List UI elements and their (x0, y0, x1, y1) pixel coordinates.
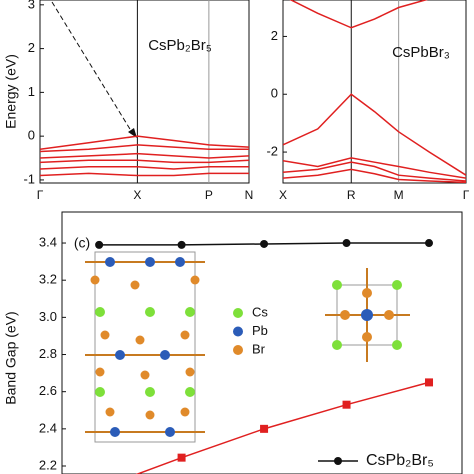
marker (342, 239, 351, 248)
marker (260, 239, 269, 248)
y-tick-label: 2.4 (39, 420, 57, 435)
y-tick-label: 2.2 (39, 457, 57, 472)
series-group (283, 0, 466, 183)
species-label: Cs (252, 304, 268, 319)
x-tick-label: M (394, 188, 404, 202)
species-dot (233, 345, 243, 355)
species-dot (233, 326, 243, 337)
y-tick-label: 0 (28, 128, 35, 143)
y-tick-label: 1 (28, 84, 35, 99)
y-tick-label: 3.2 (39, 272, 57, 287)
annotation: CsPb₂Br₅ (148, 37, 212, 54)
panel-label: (c) (74, 235, 90, 251)
series-line (40, 172, 249, 177)
y-tick-label: 2 (28, 40, 35, 55)
x-tick-label: Γ (463, 188, 470, 202)
y-tick-label: 2 (271, 28, 278, 43)
species-label: Pb (252, 323, 268, 338)
series-line (283, 157, 466, 179)
plot-frame (282, 0, 467, 184)
crystal-left (85, 251, 205, 443)
y-tick-label: -2 (266, 144, 278, 159)
series-group (95, 239, 434, 474)
marker (260, 424, 269, 433)
annotation: CsPbBr₃ (392, 44, 450, 61)
series-line (283, 93, 466, 176)
x-tick-label: Γ (37, 188, 44, 202)
y-tick-label: 3.0 (39, 309, 57, 324)
plot-frame (61, 211, 463, 474)
x-tick-label: X (279, 188, 287, 202)
marker (177, 453, 186, 462)
arrow (51, 1, 134, 135)
species-dot (233, 308, 243, 318)
series-line (40, 159, 249, 164)
crystal-right (325, 268, 410, 362)
marker (342, 400, 351, 409)
species-label: Br (252, 341, 266, 356)
y-tick-label: 3.4 (39, 234, 57, 249)
legend-marker (334, 457, 342, 465)
series-line (40, 135, 249, 151)
arrow-head (128, 128, 137, 138)
marker (95, 240, 104, 249)
series-line (283, 168, 466, 183)
x-tick-label: N (245, 188, 254, 202)
y-tick-label: 0 (271, 86, 278, 101)
y-axis-label: Band Gap (eV) (3, 311, 19, 404)
x-tick-label: P (205, 188, 213, 202)
y-tick-label: 3 (28, 0, 35, 11)
series-line (40, 166, 249, 170)
y-axis-label: Energy (eV) (3, 54, 19, 129)
series-line (40, 144, 249, 153)
series-line (289, 0, 429, 29)
marker (425, 378, 434, 387)
plot-frame (39, 0, 250, 184)
legend-label: CsPb₂Br₅ (366, 452, 434, 469)
series-line (40, 152, 249, 159)
y-tick-label: 2.8 (39, 346, 57, 361)
y-tick-label: 2.6 (39, 383, 57, 398)
series-group (40, 135, 249, 177)
x-tick-label: X (133, 188, 141, 202)
marker (177, 240, 186, 249)
series-line (283, 161, 466, 182)
y-tick-label: -1 (23, 171, 35, 186)
x-tick-label: R (347, 188, 356, 202)
marker (425, 239, 434, 248)
